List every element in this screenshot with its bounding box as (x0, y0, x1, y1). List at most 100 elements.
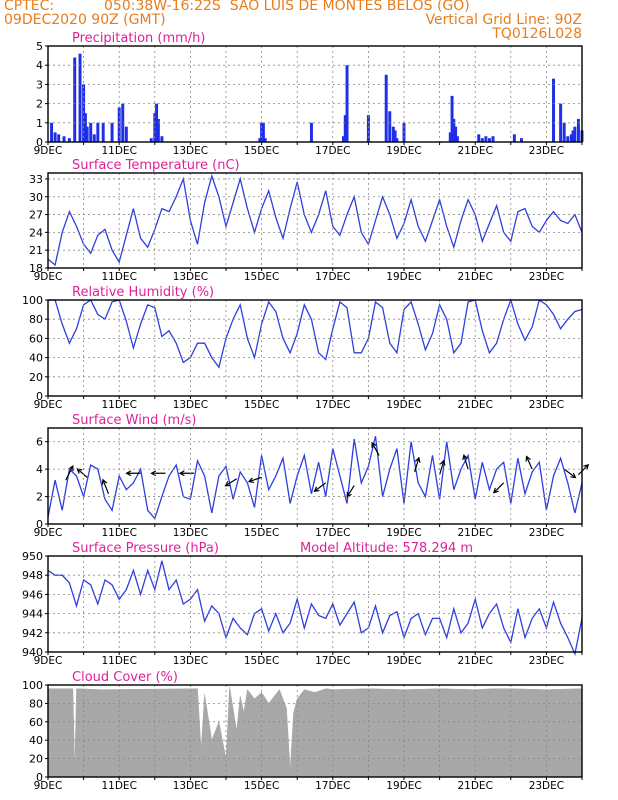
x-tick-label: 21DEC (457, 145, 492, 157)
precip-bar (454, 126, 458, 142)
precip-bar (96, 122, 100, 142)
y-tick-label: 2 (36, 98, 43, 111)
precip-bar (92, 134, 96, 142)
y-tick-label: 4 (36, 59, 43, 72)
header-code: TQ0126L028 (492, 26, 582, 42)
temp-frame (47, 172, 583, 269)
x-tick-label: 23DEC (529, 655, 564, 667)
precip-bar (263, 138, 267, 142)
precip-bar (343, 115, 347, 142)
y-tick-label: 21 (29, 244, 43, 257)
x-tick-label: 15DEC (244, 399, 279, 411)
x-tick-label: 17DEC (315, 271, 350, 283)
x-tick-label: 21DEC (457, 399, 492, 411)
temp-line (47, 173, 583, 267)
precip-bar (124, 126, 128, 142)
precip-bar (455, 136, 459, 142)
precip-frame (47, 45, 583, 143)
x-tick-label: 17DEC (315, 780, 350, 792)
y-tick-label: 24 (29, 226, 43, 239)
x-tick-label: 19DEC (386, 271, 421, 283)
precip-title: Precipitation (mm/h) (72, 31, 205, 46)
y-tick-label: 40 (29, 352, 43, 365)
wind-arrow (101, 478, 110, 495)
y-tick-label: 3 (36, 78, 43, 91)
cloud-title: Cloud Cover (%) (72, 670, 178, 685)
y-tick-label: 30 (29, 191, 43, 204)
rh-frame (47, 299, 583, 397)
x-tick-label: 9DEC (34, 655, 63, 667)
y-tick-label: 950 (22, 550, 43, 563)
wind-arrow (247, 476, 262, 484)
y-tick-label: 80 (29, 313, 43, 326)
y-tick-label: 20 (29, 753, 43, 766)
x-tick-label: 17DEC (315, 527, 350, 539)
precip-bar (576, 118, 580, 142)
precip-bar (484, 136, 488, 142)
precip-bar (366, 115, 370, 142)
x-tick-label: 11DEC (101, 527, 136, 539)
x-tick-label: 17DEC (315, 655, 350, 667)
pres-frame (47, 555, 583, 653)
precip-panel: 0 1 2 3 4 5 9DEC 11DEC 13DEC 15DEC 17DEC 19DEC 21DEC… (34, 31, 584, 157)
precip-bar (487, 138, 491, 142)
y-tick-label: 0 (36, 518, 43, 531)
x-tick-label: 9DEC (34, 145, 63, 157)
precip-bar (73, 57, 77, 142)
precip-bar (341, 136, 345, 142)
y-tick-label: 33 (29, 173, 43, 186)
x-tick-label: 19DEC (386, 145, 421, 157)
precip-bar (78, 53, 82, 142)
precip-bar (491, 136, 495, 142)
cloud-frame (47, 684, 583, 778)
precip-bar (258, 138, 262, 142)
precip-bar (480, 138, 484, 142)
x-tick-label: 13DEC (173, 399, 208, 411)
precip-bar (388, 111, 392, 142)
x-tick-label: 13DEC (173, 655, 208, 667)
precip-bar (121, 103, 125, 142)
wind-arrow (65, 464, 74, 481)
x-tick-label: 11DEC (101, 271, 136, 283)
precip-bar (573, 126, 577, 142)
rh-line (48, 297, 583, 369)
wind-panel: 0 2 4 6 9DEC 11DEC 13DEC 15DEC 17DEC 19DEC 21DEC 23… (34, 413, 590, 539)
y-tick-label: 4 (36, 463, 43, 476)
y-tick-label: 0 (36, 136, 43, 149)
precip-bar (345, 65, 349, 142)
wind-arrow (224, 478, 237, 487)
y-tick-label: 0 (36, 771, 43, 784)
wind-arrow (414, 456, 421, 473)
y-tick-label: 40 (29, 734, 43, 747)
x-tick-label: 23DEC (529, 527, 564, 539)
precip-bar (261, 122, 265, 142)
x-tick-label: 17DEC (315, 145, 350, 157)
precip-bar (519, 138, 523, 142)
y-tick-label: 20 (29, 371, 43, 384)
precip-bar (149, 138, 153, 142)
temp-title: Surface Temperature (nC) (72, 158, 240, 173)
precip-bar (50, 122, 54, 142)
precip-bar (512, 134, 516, 142)
x-tick-label: 23DEC (529, 399, 564, 411)
y-tick-label: 940 (22, 646, 43, 659)
precip-bar (85, 126, 89, 142)
x-tick-label: 9DEC (34, 780, 63, 792)
wind-title: Surface Wind (m/s) (72, 413, 196, 428)
precip-bar (448, 132, 452, 142)
precip-bar (83, 113, 87, 142)
wind-arrow (313, 482, 327, 493)
wind-arrow (371, 441, 380, 456)
y-tick-label: 18 (29, 262, 43, 275)
cloud-area (47, 686, 583, 778)
precip-bar (566, 136, 570, 142)
x-tick-label: 19DEC (386, 399, 421, 411)
precip-bar (67, 138, 71, 142)
y-tick-label: 60 (29, 716, 43, 729)
y-tick-label: 100 (22, 294, 43, 307)
precip-bar (562, 122, 566, 142)
precip-bar (101, 122, 105, 142)
precip-bar (89, 122, 93, 142)
header-source: CPTEC: (4, 0, 55, 14)
